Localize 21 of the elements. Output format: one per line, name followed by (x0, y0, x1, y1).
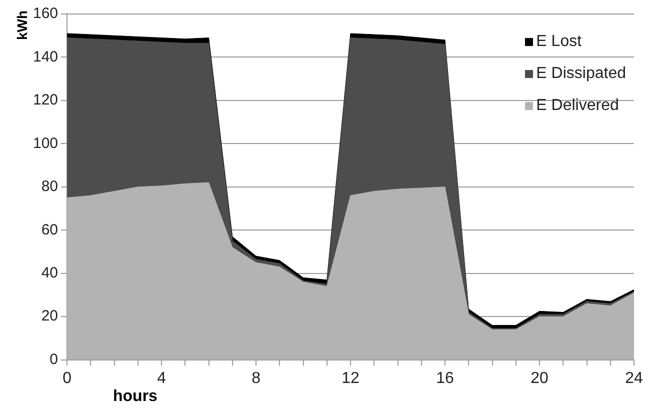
y-tick-label: 160 (32, 5, 58, 22)
legend-label: E Delivered (536, 97, 619, 115)
x-tick-label: 12 (342, 370, 360, 387)
x-tick-label: 8 (252, 370, 261, 387)
y-tick-label: 80 (41, 178, 58, 196)
y-tick-label: 20 (41, 308, 58, 325)
legend-label: E Lost (536, 33, 582, 51)
y-tick-label: 100 (32, 134, 58, 152)
x-tick-label: 24 (625, 370, 643, 387)
x-tick-label: 4 (157, 370, 166, 387)
y-tick-label: 40 (41, 264, 58, 282)
x-tick-label: 0 (62, 370, 72, 387)
y-axis-title: kWh (14, 10, 30, 40)
y-tick-label: 120 (32, 92, 58, 109)
x-tick-label: 20 (530, 370, 549, 387)
x-tick-label: 16 (436, 370, 454, 387)
y-tick-label: 0 (50, 350, 58, 368)
y-tick-label: 60 (41, 221, 58, 238)
x-axis-title: hours (113, 388, 158, 406)
y-tick-label: 140 (32, 48, 58, 66)
legend-label: E Dissipated (536, 65, 626, 83)
